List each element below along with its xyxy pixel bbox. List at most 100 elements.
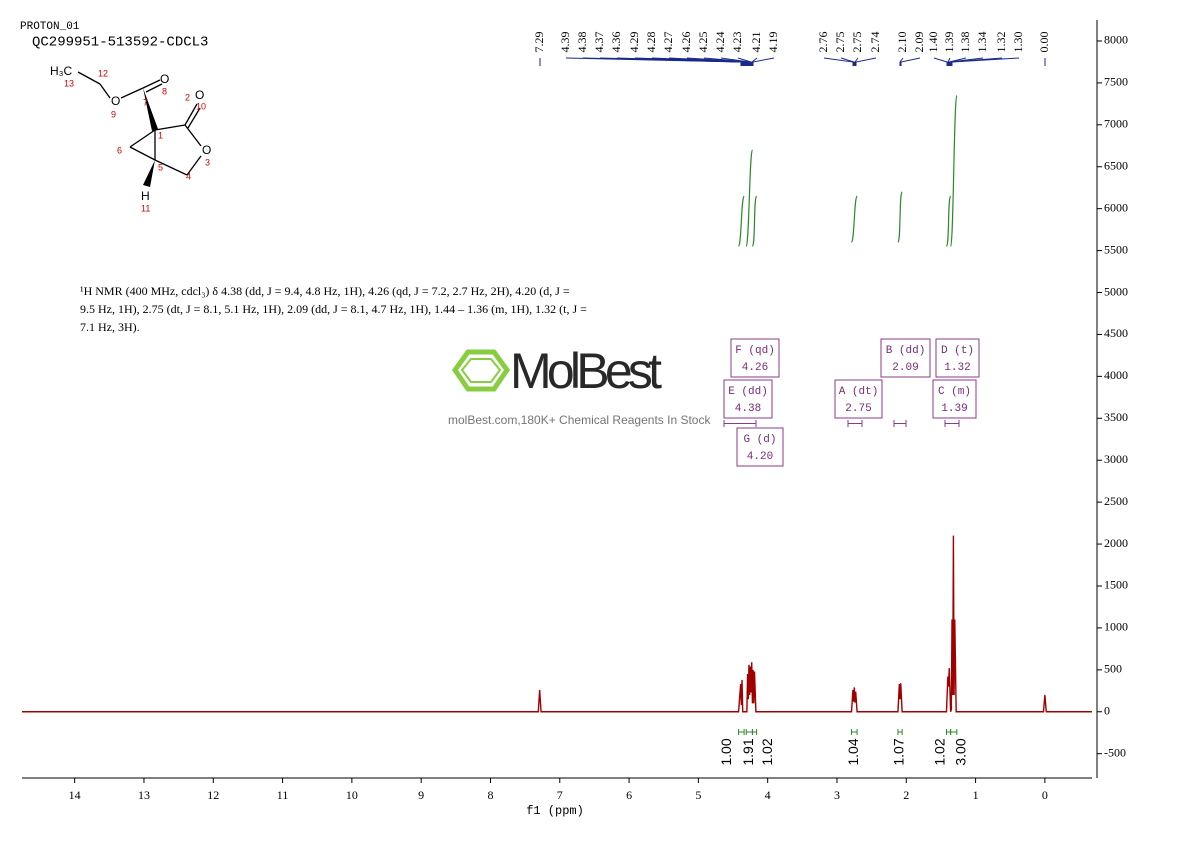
x-tick-label: 10 <box>346 788 358 802</box>
y-tick-label: 500 <box>1104 662 1122 676</box>
peak-label: 1.34 <box>975 32 989 53</box>
multiplet-shift: 4.38 <box>735 403 761 415</box>
logo <box>451 349 511 392</box>
x-tick-label: 11 <box>277 788 289 802</box>
integral-bracket <box>851 729 858 735</box>
y-tick-label: 7500 <box>1104 75 1128 89</box>
integral-label: 1.02 <box>759 738 775 765</box>
x-tick-label: 13 <box>138 788 150 802</box>
brand: MolBest <box>510 343 662 399</box>
peak-label: 0.00 <box>1037 32 1051 53</box>
peak-label: 2.09 <box>912 32 926 53</box>
peak-label: 7.29 <box>532 32 546 53</box>
bonds <box>77 71 202 176</box>
integral-label: 1.04 <box>845 738 861 765</box>
x-tick-label: 6 <box>626 788 632 802</box>
multiplet-shift: 2.09 <box>892 362 918 374</box>
atom-number: 5 <box>158 162 163 172</box>
peak-connector <box>949 57 984 66</box>
x-tick-label: 7 <box>557 788 563 802</box>
peak-connector <box>823 57 854 66</box>
multiplet-label: F (qd) <box>735 345 775 357</box>
atom: H <box>141 189 150 203</box>
y-tick-label: 4500 <box>1104 326 1128 340</box>
multiplet-shift: 4.20 <box>747 451 773 463</box>
y-tick-label: 6500 <box>1104 158 1128 172</box>
integral-bracket <box>897 729 903 735</box>
y-tick-label: 2000 <box>1104 536 1128 550</box>
wedge-bond <box>143 160 155 187</box>
y-tick-label: 6000 <box>1104 200 1128 214</box>
x-tick-label: 9 <box>418 788 424 802</box>
peak-label: 4.28 <box>644 32 658 53</box>
integral-label: 1.07 <box>891 738 907 765</box>
y-tick-label: 1500 <box>1104 578 1128 592</box>
integral-label: 1.02 <box>931 738 947 765</box>
multiplet-label: G (d) <box>743 434 776 446</box>
multiplet-range <box>723 420 757 427</box>
peak-label: 2.10 <box>895 32 909 53</box>
x-tick-label: 12 <box>207 788 219 802</box>
multiplet-label: B (dd) <box>886 345 926 357</box>
peak-connector <box>899 57 904 66</box>
integral-bracket <box>751 729 758 735</box>
peak-connector <box>950 57 1003 66</box>
peak-connector <box>900 57 921 66</box>
peak-label: 4.19 <box>766 32 780 53</box>
integral-curve <box>945 195 952 247</box>
integral-curve <box>897 191 903 243</box>
integral-bracket <box>945 729 952 735</box>
peak-connector <box>840 57 855 66</box>
x-tick-label: 5 <box>695 788 701 802</box>
peak-connector <box>751 57 758 66</box>
peak-connector <box>933 57 948 66</box>
peak-label: 2.75 <box>833 32 847 53</box>
y-tick-label: 5500 <box>1104 242 1128 256</box>
atom-number: 6 <box>117 145 122 155</box>
y-tick-label: 0 <box>1104 704 1110 718</box>
atom: O <box>111 94 120 108</box>
y-tick-label: 7000 <box>1104 117 1128 131</box>
watermark: MolBest molBest.com,180K+ Chemical Reage… <box>448 343 711 427</box>
peak-label: 1.39 <box>942 32 956 53</box>
multiplet-shift: 4.26 <box>742 362 768 374</box>
multiplet-range <box>944 420 960 427</box>
multiplet-box <box>880 338 931 378</box>
description-line: 9.5 Hz, 1H), 2.75 (dt, J = 8.1, 5.1 Hz, … <box>80 302 587 316</box>
atom-number: 12 <box>98 68 108 78</box>
run-name: PROTON_01 <box>20 21 80 33</box>
atom-number: 7 <box>143 97 148 107</box>
peak-label: 1.40 <box>926 32 940 53</box>
y-tick-label: 5000 <box>1104 284 1128 298</box>
multiplet-shift: 2.75 <box>845 403 871 415</box>
atom-number: 11 <box>141 203 150 213</box>
x-tick-label: 2 <box>903 788 909 802</box>
atom-number: 1 <box>158 130 163 140</box>
integral-curve <box>738 195 745 247</box>
x-tick-label: 8 <box>487 788 493 802</box>
tagline: molBest.com,180K+ Chemical Reagents In S… <box>448 413 711 427</box>
atom-number: 4 <box>186 171 191 181</box>
x-axis-label: f1 (ppm) <box>526 804 584 818</box>
sample-name: QC299951-513592-CDCL3 <box>32 35 208 51</box>
atom-number: 13 <box>64 78 74 88</box>
peak-label: 2.74 <box>868 32 882 53</box>
peak-label: 4.39 <box>558 32 572 53</box>
multiplet-label: D (t) <box>941 345 974 357</box>
atom-number: 10 <box>196 101 206 111</box>
peak-connector <box>854 57 859 66</box>
atom-number: 8 <box>162 86 167 96</box>
peak-label: 4.24 <box>713 32 727 53</box>
x-tick-label: 1 <box>973 788 979 802</box>
wedge-bond <box>143 88 158 131</box>
multiplet-box <box>834 379 883 419</box>
peak-label: 4.25 <box>696 32 710 53</box>
peak-label: 4.27 <box>661 32 675 53</box>
description-line: 7.1 Hz, 3H). <box>80 320 140 334</box>
multiplet-box <box>935 338 980 378</box>
y-tick-label: 3500 <box>1104 410 1128 424</box>
multiplet-shift: 1.32 <box>944 362 970 374</box>
peak-label: 4.23 <box>730 32 744 53</box>
spectrum <box>22 535 1092 713</box>
